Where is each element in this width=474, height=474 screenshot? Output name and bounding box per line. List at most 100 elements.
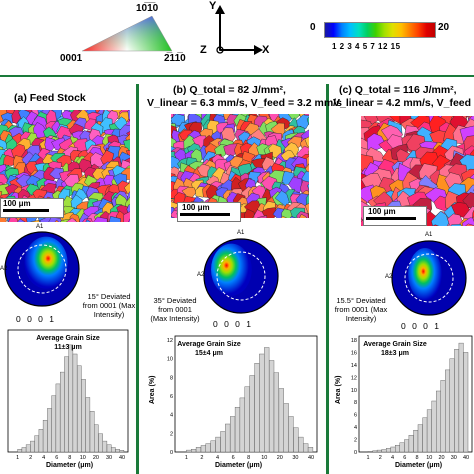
hist-bar (191, 448, 197, 453)
grain (305, 193, 309, 206)
x-tick-label: 10 (261, 455, 267, 461)
scale-box-a: 100 μm (0, 198, 64, 218)
scale-box-c: 100 μm (363, 206, 427, 226)
hist-bar (458, 342, 464, 453)
x-tick-label: 30 (292, 455, 298, 461)
hist-bar (404, 439, 410, 453)
x-tick-label: 6 (232, 455, 235, 461)
grain (289, 216, 297, 218)
pf-outline (4, 231, 80, 307)
ipf-right-label: 2̅11̅0 (164, 53, 186, 64)
y-tick-label: 10 (167, 357, 173, 363)
miller-b: 0 0 0 1 (213, 319, 253, 329)
pole-figure-a (2, 229, 82, 309)
x-tick-label: 2 (379, 455, 382, 461)
hist-bar (110, 447, 116, 453)
axis-y-label: Y (209, 0, 217, 12)
hist-bar (210, 440, 216, 453)
ylabel-b: Area (%) (149, 375, 156, 404)
hist-bar (376, 449, 382, 453)
panel-a-title: (a) Feed Stock (14, 92, 86, 104)
pf-a2-a: A2 (0, 266, 8, 272)
colorbar-gradient (324, 22, 436, 38)
pf-dashed-circle (216, 251, 266, 301)
x-tick-label: 4 (42, 455, 45, 461)
hist-bar (259, 353, 265, 453)
grain (54, 219, 60, 222)
grain (304, 136, 309, 148)
scale-label-a: 100 μm (3, 199, 31, 208)
y-tick-label: 12 (351, 375, 357, 381)
grain (432, 224, 440, 226)
hist-bar (399, 442, 405, 453)
ipf-left-label: 0001 (60, 53, 83, 64)
pole-figure-c (389, 238, 469, 318)
grain (307, 213, 309, 218)
hist-bar (25, 444, 31, 453)
pf-intensity (24, 236, 68, 289)
hist-bar (186, 449, 192, 453)
grain (66, 217, 78, 222)
grain (256, 215, 268, 218)
hist-bar (239, 397, 245, 453)
hist-bar (51, 395, 56, 453)
x-tick-label: 8 (415, 455, 418, 461)
x-tick-label: 1 (185, 455, 188, 461)
hist-bar (254, 363, 260, 453)
grain (299, 213, 307, 218)
colorbar-ticks: 1 2 3 4 5 7 12 15 (332, 42, 401, 51)
colorbar-min: 0 (310, 22, 316, 33)
miller-a: 0 0 0 1 (16, 314, 56, 324)
hist-bar (367, 451, 373, 453)
hist-bar (229, 416, 236, 453)
grain (85, 219, 92, 222)
hist-bar (72, 353, 78, 453)
hist-bar (431, 400, 437, 453)
grain (123, 139, 130, 152)
x-tick-label: 8 (247, 455, 250, 461)
y-tick-label: 4 (170, 413, 173, 419)
hist-bar (34, 435, 40, 453)
x-tick-label: 20 (277, 455, 283, 461)
grain (17, 218, 26, 222)
hist-bar (68, 344, 74, 453)
y-tick-label: 8 (170, 375, 173, 381)
hist-bar (106, 444, 112, 453)
hist-bar (21, 447, 27, 453)
panel-b-title-2: V_linear = 6.3 mm/s, V_feed = 3.2 mm/s (147, 97, 342, 109)
hist-bar (413, 429, 419, 453)
hist-bar (268, 360, 275, 453)
hist-bar (64, 356, 69, 453)
pole-figure-b (201, 236, 281, 316)
x-tick-label: 4 (216, 455, 219, 461)
y-tick-label: 14 (351, 363, 357, 369)
hist-bar (102, 440, 108, 453)
scale-label-b: 100 μm (182, 203, 210, 212)
pf-intensity (408, 248, 442, 300)
hist-bar (386, 448, 391, 453)
grain (29, 219, 40, 222)
pf-outline (391, 240, 467, 316)
grain (124, 182, 130, 196)
panel-c-title-1: (c) Q_total = 116 J/mm², (339, 84, 457, 96)
hist-bar (55, 383, 61, 453)
hist-bar (298, 436, 304, 453)
grain (261, 207, 277, 218)
grain (296, 211, 309, 218)
grain (461, 217, 474, 226)
grain (447, 213, 464, 226)
hist-bar (42, 419, 48, 453)
panel-c-title-2: V_linear = 4.2 mm/s, V_feed = 2.1 (333, 97, 474, 109)
x-tick-label: 40 (308, 455, 314, 461)
hist-bar (422, 417, 428, 453)
miller-c: 0 0 0 1 (401, 321, 441, 331)
hist-bar (288, 416, 294, 453)
pf-a2-c: A2 (385, 274, 393, 280)
grain (171, 216, 176, 218)
hist-bar (463, 352, 469, 453)
y-tick-label: 2 (354, 438, 357, 444)
xlabel-b: Diameter (μm) (215, 462, 263, 469)
panel-c: (c) Q_total = 116 J/mm², V_linear = 4.2 … (329, 84, 474, 474)
